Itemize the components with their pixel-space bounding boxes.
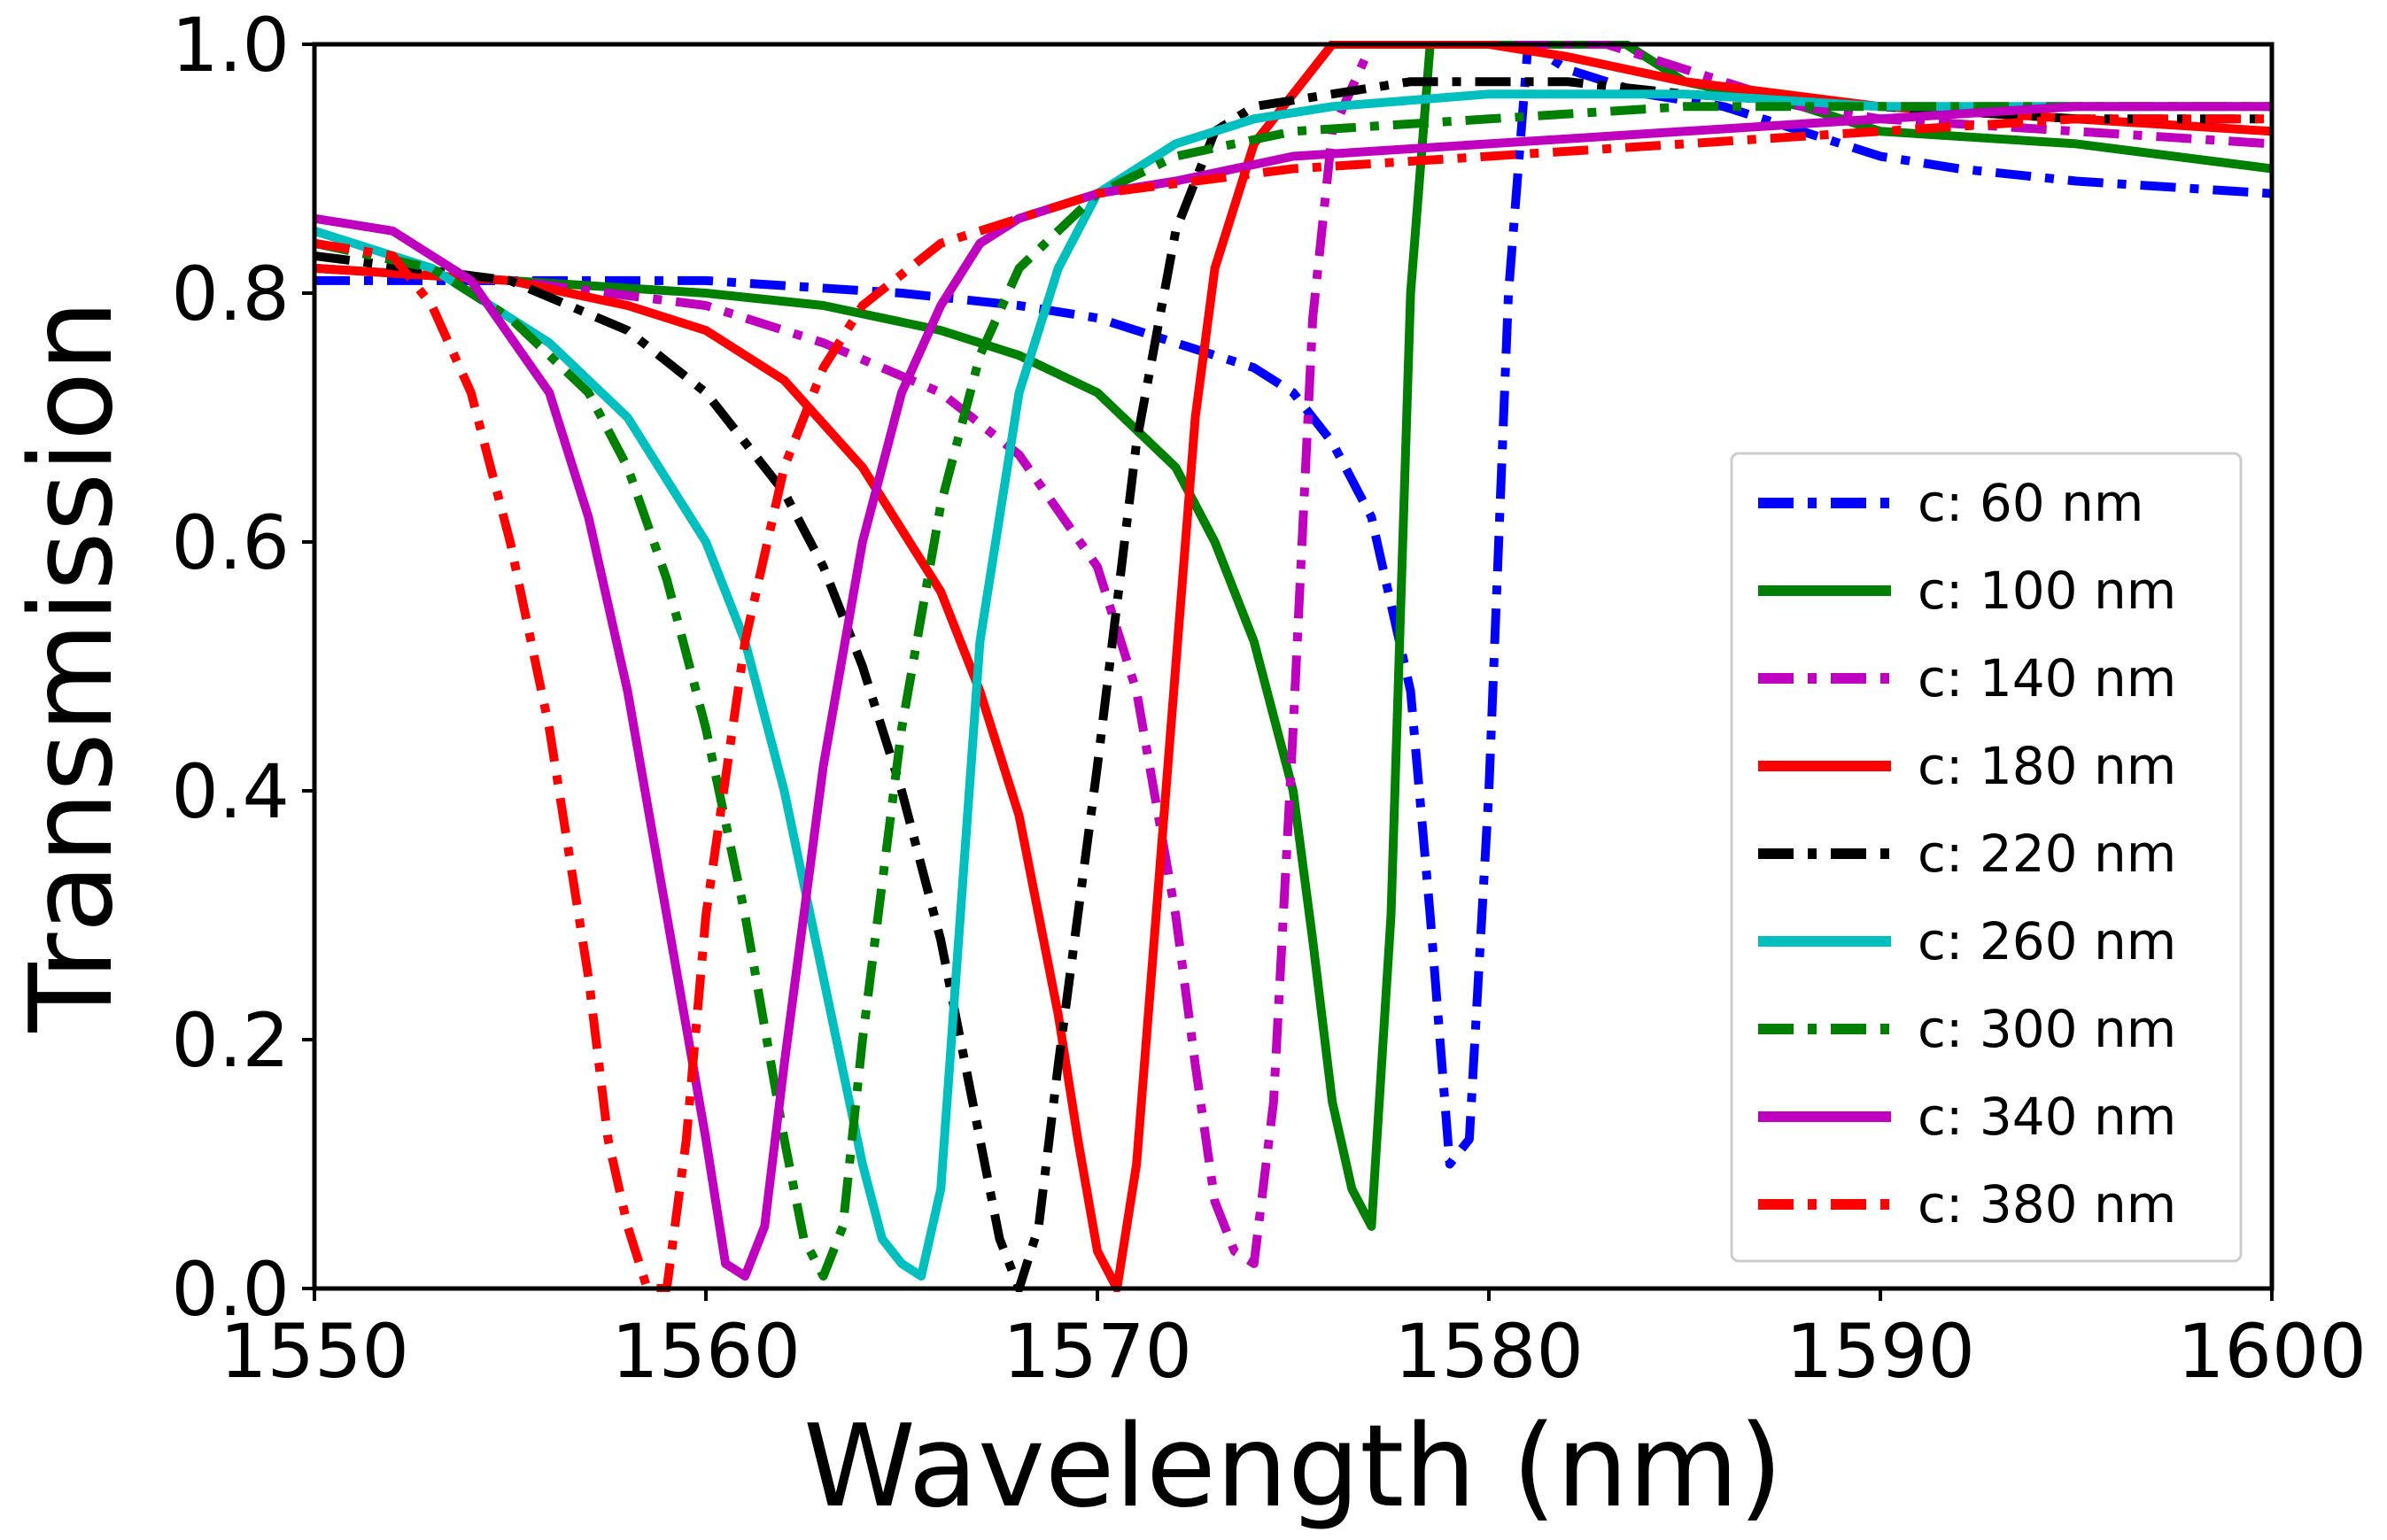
x-tick-label: 1580 [1394,1308,1584,1395]
x-tick-label: 1560 [611,1308,801,1395]
series-line-7 [314,102,2272,1281]
y-tick-label: 0.2 [171,997,290,1084]
x-tick-label: 1600 [2177,1308,2367,1395]
plot-frame [312,42,2275,1291]
ticks-layer: 1550 1560 1570 1580 1590 1600 0.0 0.2 0.4 0.6 0.8 1… [171,2,2366,1395]
series-line-2 [314,41,2272,1231]
y-axis-title: Transmission [6,300,138,1033]
legend-label-9: c: 380 nm [1918,1174,2176,1234]
x-axis-title: Wavelength (nm) [803,1401,1783,1533]
legend-label-3: c: 140 nm [1918,648,2176,708]
x-tick-label: 1550 [220,1308,409,1395]
y-tick-label: 0.8 [171,251,290,337]
y-tick-label: 0.0 [171,1246,290,1333]
legend-frame [1730,452,2243,1263]
y-tick-label: 0.4 [171,748,290,835]
x-tick-label: 1590 [1786,1308,1975,1395]
y-tick-label: 1.0 [171,2,290,89]
legend-label-4: c: 180 nm [1918,736,2176,796]
series-line-5 [314,77,2272,1292]
x-tick-label: 1570 [1003,1308,1192,1395]
series-line-9 [314,114,2272,1292]
legend-label-6: c: 260 nm [1918,911,2176,971]
series-line-6 [314,89,2272,1281]
legend: c: 60 nm c: 100 nm c: 140 nm c: 180 nm c: 22… [1730,452,2243,1263]
series-line-8 [314,102,2272,1281]
legend-label-7: c: 300 nm [1918,999,2176,1059]
y-tick-label: 0.6 [171,499,290,586]
series-layer [314,41,2272,1292]
legend-label-2: c: 100 nm [1918,561,2176,621]
legend-label-5: c: 220 nm [1918,824,2176,884]
legend-label-1: c: 60 nm [1918,473,2143,533]
legend-label-8: c: 340 nm [1918,1087,2176,1147]
